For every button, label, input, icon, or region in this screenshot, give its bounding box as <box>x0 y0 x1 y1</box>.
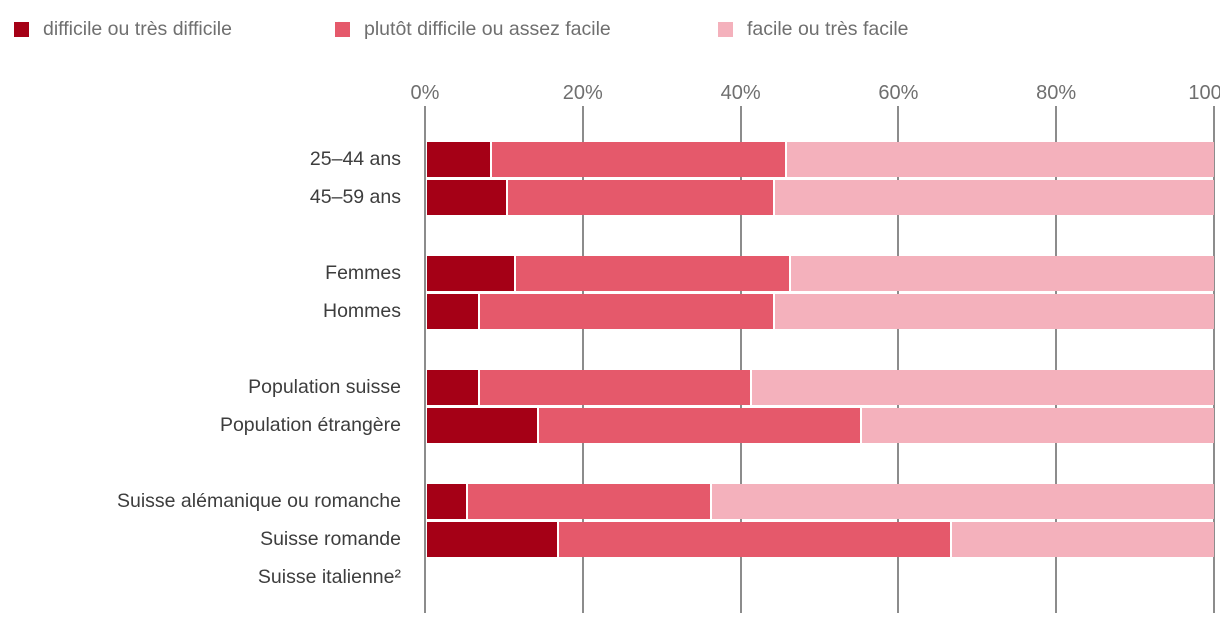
bar-segment-1 <box>427 294 479 329</box>
gridline <box>581 118 584 613</box>
bar-segment-2 <box>478 370 750 405</box>
x-axis-tick-label: 60% <box>878 82 919 104</box>
legend-swatch-light-icon <box>718 21 733 37</box>
bar-segment-2 <box>556 522 951 557</box>
stacked-bar <box>427 408 1214 443</box>
x-axis-tick-mark <box>424 106 426 118</box>
bar-segment-3 <box>773 294 1214 329</box>
category-label: Femmes <box>325 262 401 284</box>
legend-item: difficile ou très difficile <box>14 16 232 42</box>
stacked-bar <box>427 294 1214 329</box>
legend-item: facile ou très facile <box>718 16 909 42</box>
bar-segment-3 <box>749 370 1214 405</box>
x-axis-tick-mark <box>1213 106 1215 118</box>
x-axis-tick-mark <box>1055 106 1058 118</box>
bar-segment-2 <box>513 256 789 291</box>
category-label: Hommes <box>322 300 401 322</box>
legend-label: difficile ou très difficile <box>43 17 232 40</box>
legend-swatch-dark-icon <box>14 21 29 37</box>
stacked-bar <box>427 180 1214 215</box>
x-axis-tick-label: 40% <box>720 82 761 104</box>
legend-label: plutôt difficile ou assez facile <box>364 17 611 40</box>
bar-segment-3 <box>789 256 1214 291</box>
category-label: 25–44 ans <box>309 148 401 170</box>
bar-segment-3 <box>773 180 1214 215</box>
category-label: Population suisse <box>248 376 401 398</box>
bar-segment-3 <box>710 484 1214 519</box>
stacked-bar <box>427 370 1214 405</box>
bar-segment-1 <box>427 180 506 215</box>
bar-segment-1 <box>427 370 479 405</box>
x-axis-tick-label: 80% <box>1036 82 1077 104</box>
bar-segment-2 <box>466 484 711 519</box>
bar-segment-1 <box>427 522 557 557</box>
gridline <box>897 118 900 613</box>
bar-segment-3 <box>950 522 1214 557</box>
gridline <box>739 118 742 613</box>
legend-label: facile ou très facile <box>747 17 909 40</box>
category-label: Suisse romande <box>260 528 401 550</box>
category-label: Suisse alémanique ou romanche <box>116 490 401 512</box>
x-axis-tick-mark <box>739 106 742 118</box>
x-axis-tick-label: 100% <box>1188 82 1220 104</box>
bar-segment-1 <box>427 142 490 177</box>
bar-segment-2 <box>478 294 774 329</box>
bar-segment-1 <box>427 256 514 291</box>
bar-segment-3 <box>785 142 1214 177</box>
bar-segment-2 <box>489 142 786 177</box>
bar-segment-1 <box>427 408 538 443</box>
x-axis-tick-label: 20% <box>562 82 603 104</box>
category-label: Population étrangère <box>219 414 401 436</box>
x-axis-tick-mark <box>897 106 900 118</box>
y-axis-line <box>424 118 426 613</box>
x-axis-tick-mark <box>581 106 584 118</box>
stacked-bar <box>427 522 1214 557</box>
x-axis-tick-label: 0% <box>410 82 440 104</box>
bar-segment-2 <box>505 180 774 215</box>
stacked-bar <box>427 256 1214 291</box>
bar-segment-3 <box>859 408 1214 443</box>
legend-swatch-medium-icon <box>335 21 350 37</box>
bar-segment-2 <box>537 408 860 443</box>
gridline <box>1055 118 1058 613</box>
bar-segment-1 <box>427 484 467 519</box>
category-label: 45–59 ans <box>309 186 401 208</box>
stacked-bar <box>427 142 1214 177</box>
legend-item: plutôt difficile ou assez facile <box>335 16 611 42</box>
stacked-bar <box>427 484 1214 519</box>
gridline <box>1213 118 1215 613</box>
category-label: Suisse italienne² <box>257 566 401 588</box>
